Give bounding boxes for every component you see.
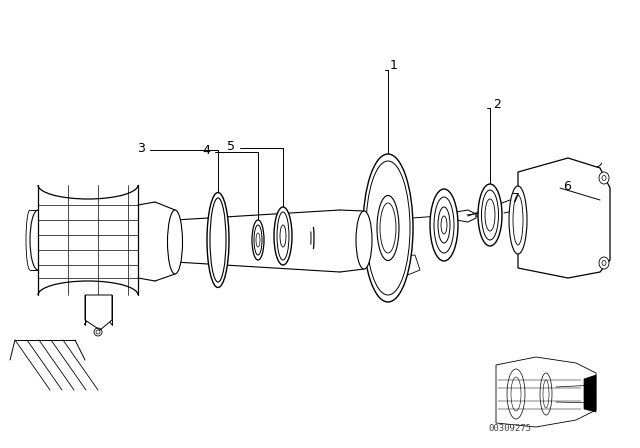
Ellipse shape [434,197,454,253]
Ellipse shape [435,223,438,225]
Ellipse shape [256,233,260,247]
Ellipse shape [511,377,521,411]
Polygon shape [456,210,476,222]
Polygon shape [518,158,610,278]
Ellipse shape [438,221,442,224]
Text: 6: 6 [563,180,571,193]
Ellipse shape [485,199,495,231]
Ellipse shape [478,184,502,246]
Ellipse shape [435,224,438,228]
Ellipse shape [207,193,229,288]
Polygon shape [584,375,596,412]
Ellipse shape [599,257,609,269]
Ellipse shape [543,380,549,408]
Ellipse shape [481,190,499,240]
Ellipse shape [277,212,289,260]
Ellipse shape [254,225,262,255]
Ellipse shape [599,172,609,184]
Ellipse shape [366,161,410,295]
Ellipse shape [280,225,286,247]
Text: 1: 1 [390,59,398,72]
Ellipse shape [356,211,372,269]
Ellipse shape [540,373,552,415]
Ellipse shape [252,220,264,260]
Ellipse shape [438,207,450,243]
Ellipse shape [168,210,182,274]
Polygon shape [85,295,112,330]
Ellipse shape [430,189,458,261]
Text: 2: 2 [493,98,501,111]
Ellipse shape [377,195,399,260]
Ellipse shape [444,227,447,229]
Text: 5: 5 [227,139,235,152]
Ellipse shape [602,260,606,266]
Ellipse shape [509,186,527,254]
Ellipse shape [448,222,452,224]
Ellipse shape [441,216,447,234]
Ellipse shape [507,369,525,419]
Ellipse shape [210,198,226,282]
Ellipse shape [513,195,523,245]
Ellipse shape [602,176,606,181]
Text: 3: 3 [137,142,145,155]
Ellipse shape [444,220,447,224]
Ellipse shape [450,224,454,227]
Polygon shape [380,255,420,280]
Ellipse shape [363,154,413,302]
Polygon shape [496,357,596,427]
Ellipse shape [448,225,452,228]
Text: 4: 4 [202,143,210,156]
Ellipse shape [438,226,442,229]
Ellipse shape [380,203,396,253]
Ellipse shape [274,207,292,265]
Text: 7: 7 [512,191,520,204]
Text: 00309275: 00309275 [488,423,531,432]
